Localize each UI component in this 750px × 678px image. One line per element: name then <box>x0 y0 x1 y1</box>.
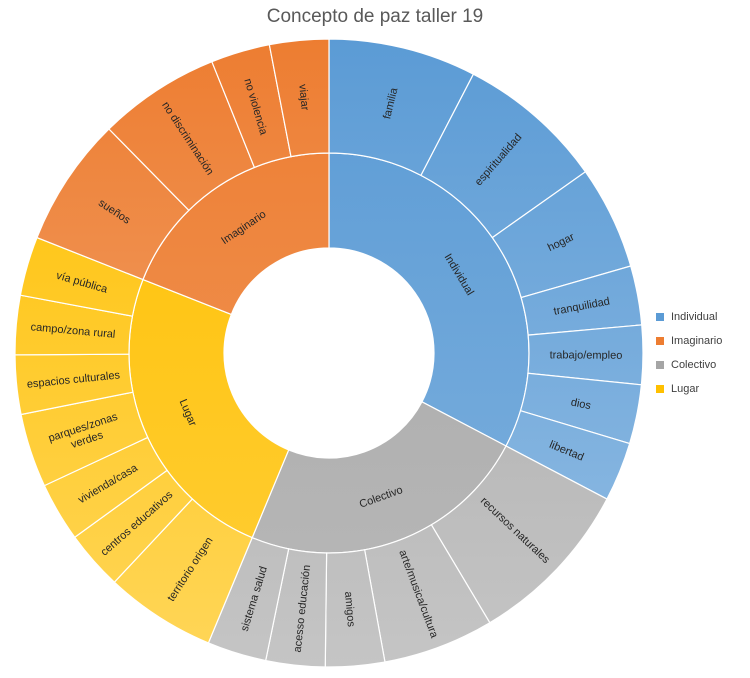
outer-label-dios: dios <box>570 396 593 412</box>
legend-item-lugar: Lugar <box>656 377 742 401</box>
outer-label-trabajo-empleo: trabajo/empleo <box>550 349 623 361</box>
legend-item-imaginario: Imaginario <box>656 329 742 353</box>
legend-label-colectivo: Colectivo <box>671 359 717 371</box>
legend-label-imaginario: Imaginario <box>671 335 723 347</box>
outer-label-viajar: viajar <box>296 84 310 112</box>
chart-legend: Individual Imaginario Colectivo Lugar <box>656 305 742 401</box>
legend-item-colectivo: Colectivo <box>656 353 742 377</box>
legend-swatch-individual <box>656 313 664 321</box>
legend-swatch-lugar <box>656 385 664 393</box>
legend-label-individual: Individual <box>671 311 718 323</box>
legend-label-lugar: Lugar <box>671 383 700 395</box>
legend-swatch-colectivo <box>656 361 664 369</box>
chart-title: Concepto de paz taller 19 <box>266 6 484 27</box>
outer-label-amigos: amigos <box>342 591 357 628</box>
legend-item-individual: Individual <box>656 305 742 329</box>
outer-segment-viajar <box>268 38 330 158</box>
legend-swatch-imaginario <box>656 337 664 345</box>
